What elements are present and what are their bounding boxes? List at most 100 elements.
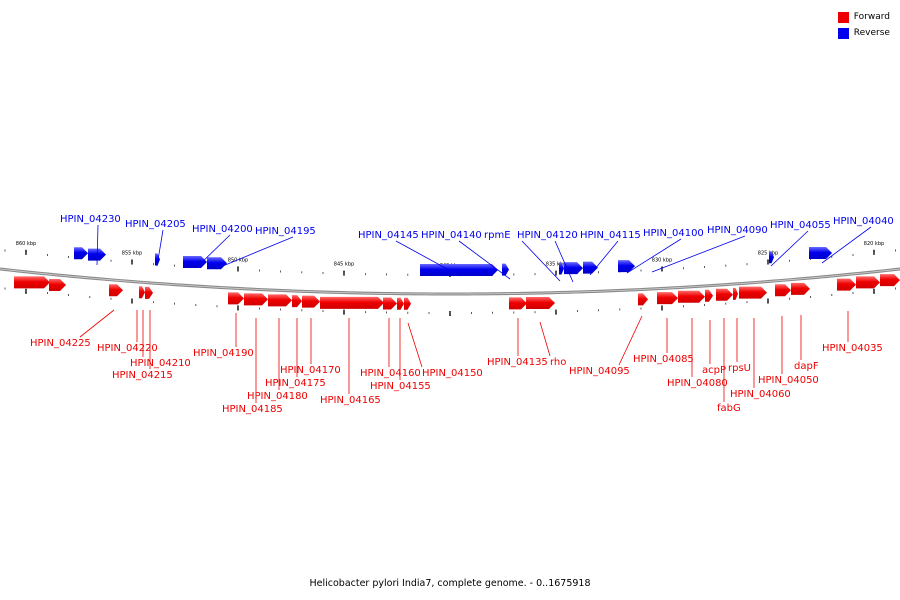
leader-line: [217, 236, 294, 269]
gene-label-reverse[interactable]: rpmE: [484, 230, 511, 241]
gene-label-forward[interactable]: rho: [550, 357, 566, 368]
gene-label-forward[interactable]: HPIN_04180: [247, 391, 308, 402]
scale-label: 845 kbp: [334, 262, 354, 268]
forward-gene[interactable]: [739, 286, 767, 299]
legend-reverse: Reverse: [837, 25, 890, 41]
leader-line: [821, 226, 872, 264]
gene-label-forward[interactable]: HPIN_04225: [30, 338, 91, 349]
gene-label-forward[interactable]: HPIN_04035: [822, 343, 883, 354]
gene-label-reverse[interactable]: HPIN_04205: [125, 219, 186, 230]
scale-label: 830 kbp: [652, 257, 672, 263]
gene-label-reverse[interactable]: HPIN_04115: [580, 230, 641, 241]
forward-gene[interactable]: [404, 297, 411, 310]
legend-forward: Forward: [837, 9, 890, 25]
reverse-gene[interactable]: [809, 247, 832, 260]
gene-label-forward[interactable]: HPIN_04150: [422, 368, 483, 379]
forward-gene[interactable]: [14, 276, 50, 289]
gene-label-forward[interactable]: dapF: [794, 361, 819, 372]
leader-line: [539, 321, 551, 357]
leader-line: [96, 224, 99, 266]
leader-line: [156, 229, 164, 267]
gene-label-forward[interactable]: HPIN_04170: [280, 365, 341, 376]
reverse-gene[interactable]: [564, 262, 583, 275]
leader-line: [589, 240, 619, 276]
forward-gene[interactable]: [657, 292, 678, 305]
forward-gene[interactable]: [856, 276, 880, 289]
forward-gene[interactable]: [397, 297, 404, 310]
gene-label-forward[interactable]: rpsU: [728, 363, 751, 374]
gene-label-forward[interactable]: HPIN_04190: [193, 348, 254, 359]
gene-label-forward[interactable]: HPIN_04220: [97, 343, 158, 354]
gene-label-reverse[interactable]: HPIN_04090: [707, 225, 768, 236]
forward-gene[interactable]: [302, 295, 320, 308]
gene-label-reverse[interactable]: HPIN_04040: [833, 216, 894, 227]
forward-gene[interactable]: [383, 297, 397, 310]
gene-label-forward[interactable]: fabG: [717, 403, 741, 414]
gene-label-reverse[interactable]: HPIN_04195: [255, 226, 316, 237]
gene-label-forward[interactable]: HPIN_04160: [360, 368, 421, 379]
forward-gene[interactable]: [49, 278, 66, 291]
leader-line: [395, 240, 461, 277]
gene-label-forward[interactable]: HPIN_04155: [370, 381, 431, 392]
scale-label: 855 kbp: [122, 251, 142, 257]
gene-label-forward[interactable]: HPIN_04165: [320, 395, 381, 406]
gene-label-reverse[interactable]: HPIN_04140: [421, 230, 482, 241]
reverse-gene[interactable]: [583, 261, 598, 274]
forward-gene[interactable]: [775, 284, 791, 297]
forward-gene[interactable]: [716, 288, 733, 301]
forward-gene[interactable]: [733, 287, 738, 300]
leader-line: [79, 309, 115, 338]
leader-line: [521, 240, 561, 282]
reverse-gene[interactable]: [769, 251, 774, 264]
forward-gene[interactable]: [678, 290, 705, 303]
gene-label-forward[interactable]: HPIN_04210: [130, 358, 191, 369]
forward-gene[interactable]: [292, 295, 302, 308]
reverse-swatch: [837, 27, 849, 39]
forward-gene[interactable]: [526, 296, 555, 309]
gene-label-reverse[interactable]: HPIN_04145: [358, 230, 419, 241]
gene-label-reverse[interactable]: HPIN_04230: [60, 214, 121, 225]
forward-gene[interactable]: [705, 289, 713, 302]
reverse-gene[interactable]: [618, 260, 635, 273]
reverse-gene[interactable]: [502, 263, 509, 276]
forward-gene[interactable]: [145, 286, 153, 299]
forward-gene[interactable]: [109, 284, 123, 297]
reverse-gene[interactable]: [183, 255, 207, 268]
forward-gene[interactable]: [638, 293, 648, 306]
forward-gene[interactable]: [880, 274, 900, 287]
gene-label-forward[interactable]: HPIN_04185: [222, 404, 283, 415]
gene-label-forward[interactable]: HPIN_04080: [667, 378, 728, 389]
gene-label-forward[interactable]: HPIN_04175: [265, 378, 326, 389]
forward-swatch: [837, 11, 849, 23]
gene-label-forward[interactable]: HPIN_04095: [569, 366, 630, 377]
gene-label-reverse[interactable]: HPIN_04120: [517, 230, 578, 241]
forward-gene[interactable]: [139, 286, 145, 299]
leader-line: [618, 315, 643, 366]
reverse-gene[interactable]: [207, 257, 227, 270]
gene-label-forward[interactable]: HPIN_04085: [633, 354, 694, 365]
sequence-backbone-highlight: [0, 268, 900, 295]
gene-label-forward[interactable]: HPIN_04215: [112, 370, 173, 381]
forward-gene[interactable]: [509, 297, 527, 310]
gene-label-forward[interactable]: HPIN_04060: [730, 389, 791, 400]
leader-line: [651, 235, 746, 273]
reverse-gene[interactable]: [559, 262, 564, 275]
forward-gene[interactable]: [244, 293, 268, 306]
forward-gene[interactable]: [320, 296, 384, 309]
forward-gene[interactable]: [228, 292, 244, 305]
leader-line: [407, 322, 423, 368]
gene-label-reverse[interactable]: HPIN_04200: [192, 224, 253, 235]
reverse-label: Reverse: [853, 28, 890, 38]
gene-label-forward[interactable]: acpP: [702, 365, 726, 376]
forward-gene[interactable]: [791, 282, 810, 295]
gene-label-reverse[interactable]: HPIN_04100: [643, 228, 704, 239]
reverse-gene[interactable]: [74, 247, 88, 260]
forward-gene[interactable]: [837, 278, 856, 291]
reverse-gene[interactable]: [420, 263, 498, 276]
leader-line: [770, 230, 809, 267]
gene-label-reverse[interactable]: HPIN_04055: [770, 220, 831, 231]
forward-gene[interactable]: [268, 294, 292, 307]
gene-label-forward[interactable]: HPIN_04135: [487, 357, 548, 368]
gene-label-forward[interactable]: HPIN_04050: [758, 375, 819, 386]
